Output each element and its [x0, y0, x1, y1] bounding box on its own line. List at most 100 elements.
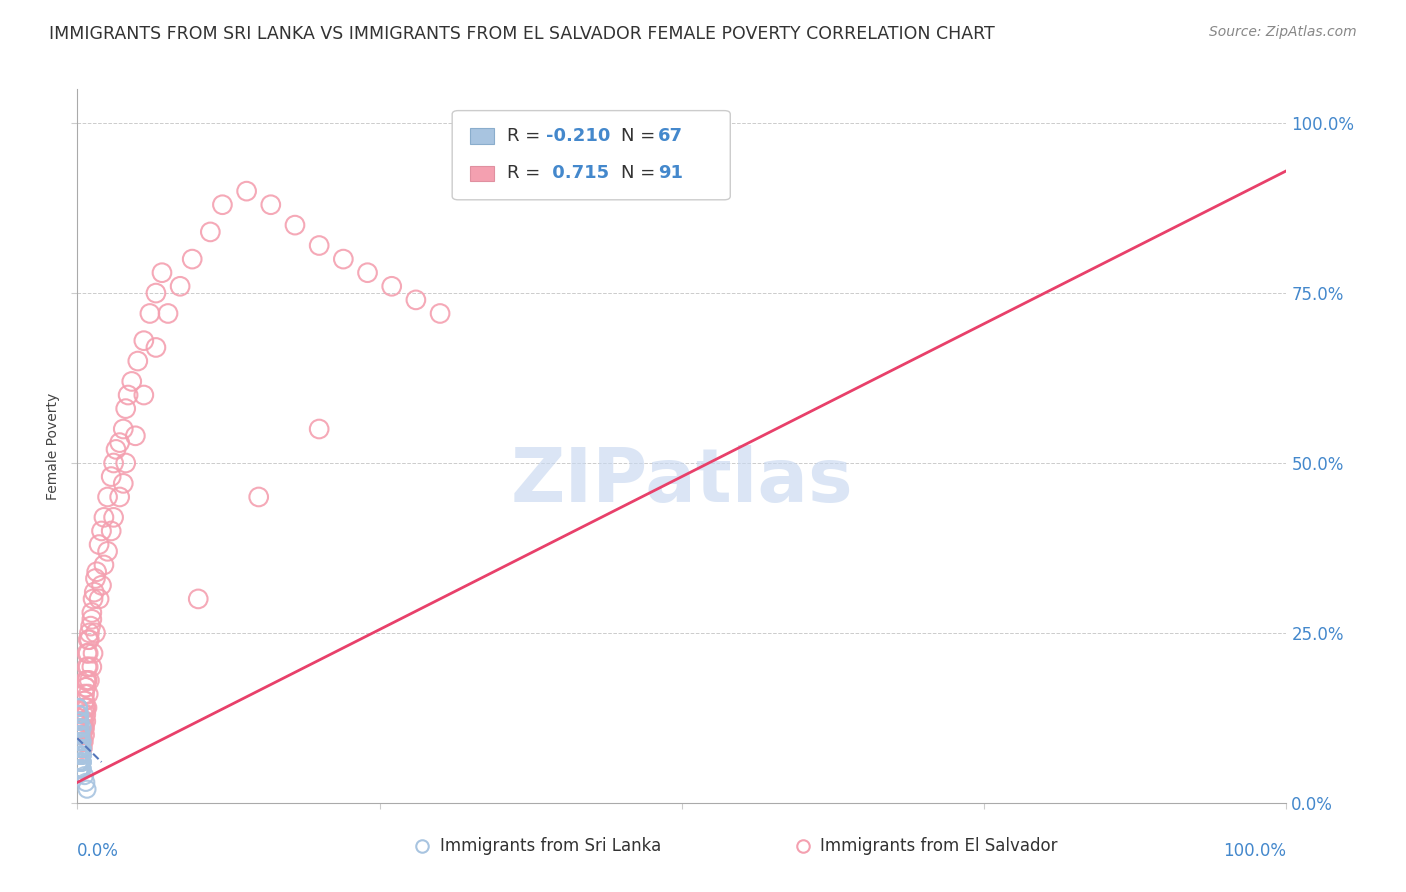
Text: N =: N =	[621, 164, 661, 182]
Point	[112, 422, 135, 436]
Point	[103, 510, 125, 524]
Point	[117, 388, 139, 402]
Point	[70, 734, 93, 748]
Point	[69, 734, 91, 748]
Point	[145, 341, 167, 355]
Point	[70, 755, 93, 769]
Point	[69, 755, 91, 769]
Text: 0.715: 0.715	[547, 164, 610, 182]
Point	[73, 769, 96, 783]
Point	[72, 714, 94, 729]
Point	[79, 626, 101, 640]
Point	[76, 660, 98, 674]
Point	[76, 673, 98, 688]
Point	[96, 490, 118, 504]
Point	[90, 578, 112, 592]
Point	[70, 755, 93, 769]
Point	[69, 707, 91, 722]
Point	[69, 714, 91, 729]
Point	[73, 728, 96, 742]
Point	[67, 728, 90, 742]
Point	[70, 762, 93, 776]
Point	[70, 741, 93, 756]
Point	[70, 741, 93, 756]
Point	[70, 748, 93, 763]
Text: Source: ZipAtlas.com: Source: ZipAtlas.com	[1209, 25, 1357, 39]
Point	[87, 537, 110, 551]
Point	[181, 252, 204, 266]
Text: 67: 67	[658, 127, 683, 145]
Point	[69, 721, 91, 735]
Point	[67, 734, 90, 748]
Point	[67, 755, 90, 769]
Point	[67, 707, 90, 722]
Point	[150, 266, 173, 280]
Point	[70, 721, 93, 735]
Text: Immigrants from El Salvador: Immigrants from El Salvador	[820, 837, 1057, 855]
Point	[114, 401, 136, 416]
Point	[70, 728, 93, 742]
Point	[112, 476, 135, 491]
Point	[67, 734, 90, 748]
Point	[70, 748, 93, 763]
Point	[70, 748, 93, 763]
Point	[79, 632, 101, 647]
Point	[75, 673, 97, 688]
Text: 100.0%: 100.0%	[1223, 842, 1286, 860]
Point	[93, 510, 115, 524]
Point	[127, 354, 149, 368]
Y-axis label: Female Poverty: Female Poverty	[46, 392, 60, 500]
Point	[145, 286, 167, 301]
Point	[75, 775, 97, 789]
Point	[70, 762, 93, 776]
Point	[381, 279, 404, 293]
Point	[70, 741, 93, 756]
Point	[69, 728, 91, 742]
Point	[169, 279, 191, 293]
Point	[356, 266, 378, 280]
Point	[70, 762, 93, 776]
Point	[70, 762, 93, 776]
Bar	[470, 166, 495, 181]
Point	[73, 700, 96, 714]
Point	[124, 429, 146, 443]
Point	[247, 490, 270, 504]
Point	[105, 442, 128, 457]
Point	[108, 435, 131, 450]
Point	[76, 782, 98, 797]
Point	[79, 673, 101, 688]
Point	[67, 741, 90, 756]
Point	[67, 707, 90, 722]
Point	[72, 734, 94, 748]
Point	[187, 591, 209, 606]
Point	[235, 184, 257, 198]
Point	[70, 748, 93, 763]
Point	[73, 694, 96, 708]
Point	[260, 198, 283, 212]
Point	[84, 626, 107, 640]
Point	[67, 748, 90, 763]
Point	[100, 524, 122, 538]
Point	[77, 687, 100, 701]
Point	[139, 306, 162, 320]
Point	[67, 734, 90, 748]
Text: -0.210: -0.210	[547, 127, 610, 145]
Point	[76, 646, 98, 660]
Point	[69, 714, 91, 729]
Point	[132, 388, 155, 402]
Point	[70, 755, 93, 769]
Point	[84, 572, 107, 586]
Point	[308, 422, 330, 436]
Point	[72, 721, 94, 735]
Point	[405, 293, 427, 307]
Point	[70, 755, 93, 769]
Text: IMMIGRANTS FROM SRI LANKA VS IMMIGRANTS FROM EL SALVADOR FEMALE POVERTY CORRELAT: IMMIGRANTS FROM SRI LANKA VS IMMIGRANTS …	[49, 25, 995, 43]
Point	[157, 306, 180, 320]
Point	[72, 714, 94, 729]
Point	[80, 660, 103, 674]
Point	[75, 680, 97, 694]
Point	[100, 469, 122, 483]
Point	[284, 218, 307, 232]
Text: 91: 91	[658, 164, 683, 182]
Point	[121, 375, 143, 389]
